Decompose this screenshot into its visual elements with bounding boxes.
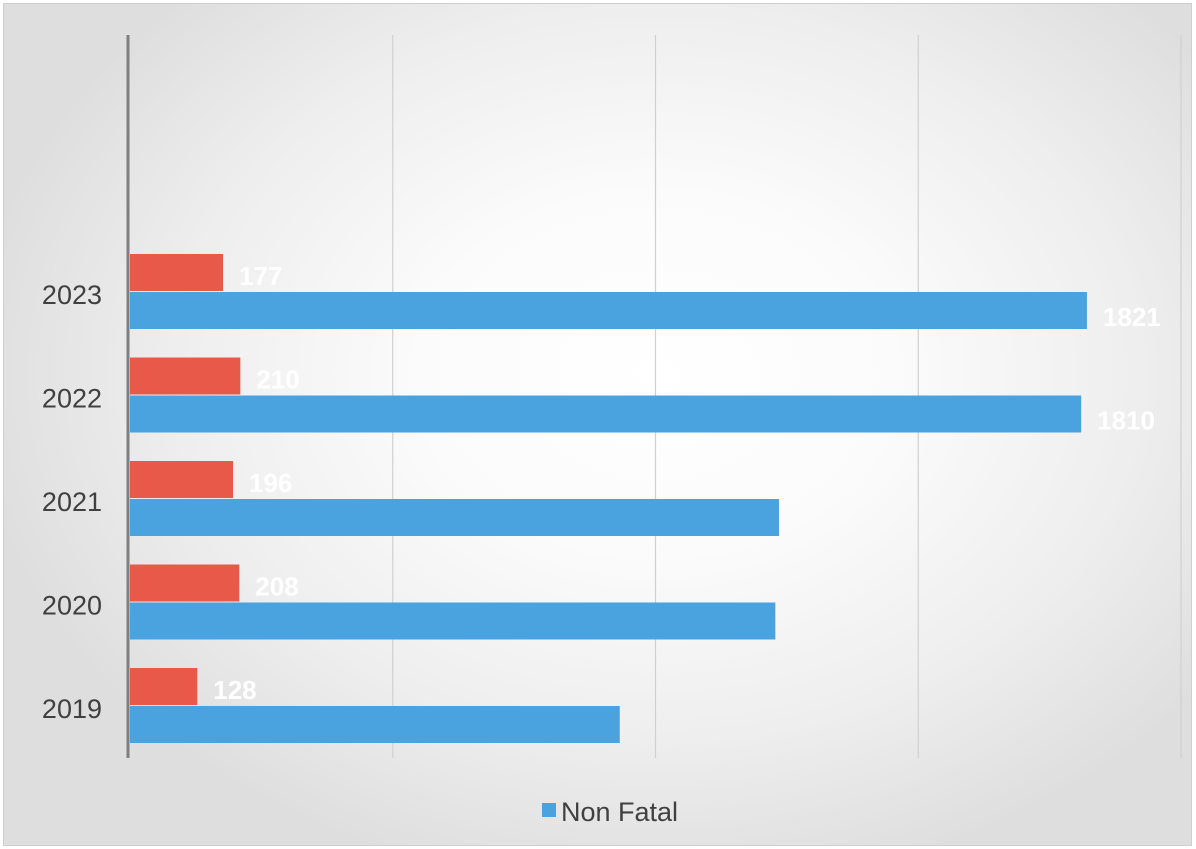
bar-non-fatal-2022 — [130, 395, 1082, 433]
legend: Non Fatal — [542, 797, 678, 827]
data-label-non-fatal-2022: 1810 — [1097, 406, 1155, 436]
bars — [130, 254, 1087, 743]
category-tick-2020: 2020 — [42, 591, 102, 621]
bar-non-fatal-2023 — [130, 292, 1087, 329]
category-tick-2023: 2023 — [42, 280, 102, 310]
category-tick-2019: 2019 — [42, 694, 102, 724]
category-tick-2021: 2021 — [42, 487, 102, 517]
data-label-fatal-2022: 210 — [256, 365, 299, 395]
bar-fatal-2022 — [130, 357, 241, 395]
data-label-fatal-2019: 128 — [213, 675, 256, 705]
bar-non-fatal-2021 — [130, 499, 779, 536]
data-label-fatal-2021: 196 — [249, 468, 292, 498]
data-labels: 128 208 196 210 1810 177 1821 — [213, 261, 1161, 705]
category-tick-2022: 2022 — [42, 384, 102, 414]
legend-swatch-non-fatal — [542, 803, 556, 817]
bar-fatal-2023 — [130, 254, 224, 291]
bar-fatal-2021 — [130, 461, 233, 498]
data-label-non-fatal-2023: 1821 — [1103, 302, 1161, 332]
bar-non-fatal-2020 — [130, 602, 776, 640]
data-label-fatal-2023: 177 — [239, 261, 282, 291]
bar-fatal-2019 — [130, 668, 198, 705]
legend-label-non-fatal: Non Fatal — [561, 797, 678, 827]
bar-fatal-2020 — [130, 564, 240, 602]
data-label-fatal-2020: 208 — [255, 572, 298, 602]
category-ticks: 2019 2020 2021 2022 2023 — [42, 280, 102, 724]
bar-non-fatal-2019 — [130, 706, 620, 743]
